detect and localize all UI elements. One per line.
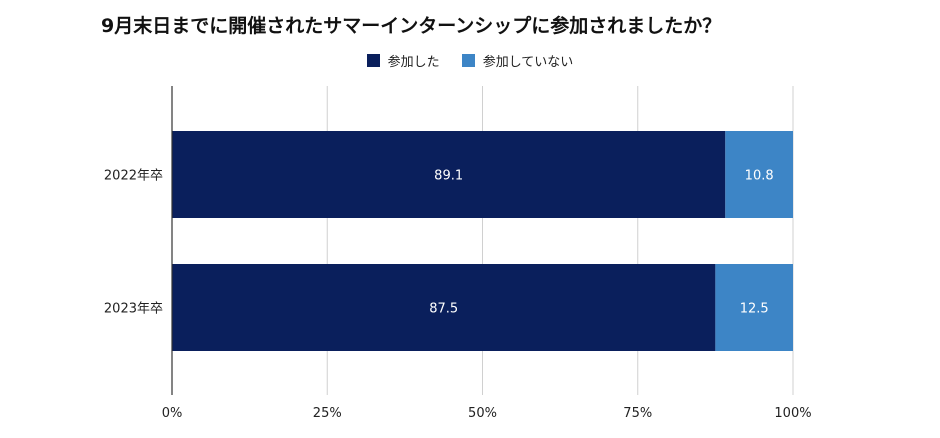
bar-1-series-2 (725, 131, 793, 218)
data-label-1-series-1: 89.1 (434, 169, 463, 184)
bar-1-series-1 (172, 131, 726, 218)
x-tick-label-25%: 25% (313, 406, 342, 421)
category-label-1: 2022年卒 (104, 169, 163, 184)
legend-item-not-participated: 参加していない (461, 51, 574, 70)
chart-title: 9月末日までに開催されたサマーインターンシップに参加されましたか？ (101, 15, 722, 37)
x-tick-label-0%: 0% (162, 406, 183, 421)
x-tick-label-75%: 75% (623, 406, 652, 421)
legend: 参加した 参加していない (0, 50, 940, 70)
data-label-2-series-1: 87.5 (429, 302, 458, 317)
bar-2-series-2 (715, 264, 793, 351)
data-label-1-series-2: 10.8 (745, 169, 774, 184)
legend-item-participated: 参加した (366, 51, 440, 70)
x-tick-label-100%: 100% (774, 406, 811, 421)
data-label-2-series-2: 12.5 (740, 302, 769, 317)
legend-swatch-participated (366, 53, 380, 67)
category-label-2: 2023年卒 (104, 302, 163, 317)
legend-label-participated: 参加した (387, 54, 440, 70)
legend-label-not-participated: 参加していない (482, 54, 574, 70)
x-tick-label-50%: 50% (468, 406, 497, 421)
legend-swatch-not-participated (461, 53, 475, 67)
bar-2-series-1 (172, 264, 716, 351)
